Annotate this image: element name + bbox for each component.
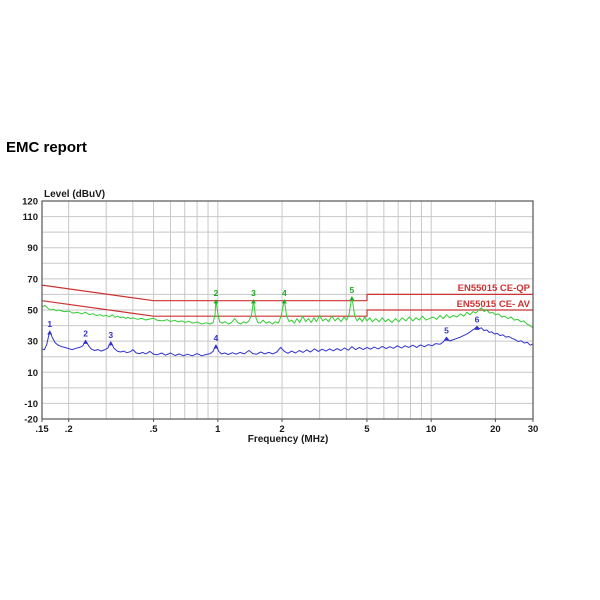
peak-marker-triangle bbox=[349, 296, 355, 301]
peak-marker-number: 4 bbox=[282, 288, 287, 298]
x-axis-title: Frequency (MHz) bbox=[248, 434, 329, 445]
x-tick-label: .15 bbox=[35, 424, 49, 435]
peak-marker-number: 5 bbox=[444, 325, 449, 335]
y-tick-label: 110 bbox=[23, 212, 38, 223]
peak-marker-number: 3 bbox=[251, 288, 256, 298]
limit-label-qp: EN55015 CE-QP bbox=[458, 283, 531, 294]
peak-marker-number: 2 bbox=[83, 328, 88, 338]
trace-en55015-ce--av-limit bbox=[41, 300, 533, 317]
peak-marker-triangle bbox=[474, 325, 480, 330]
x-tick-label: 5 bbox=[364, 424, 370, 435]
y-tick-label: 120 bbox=[22, 197, 38, 208]
x-tick-label: 10 bbox=[426, 424, 437, 435]
y-tick-label: 90 bbox=[27, 243, 38, 254]
report-title: EMC report bbox=[6, 139, 87, 156]
peak-marker-number: 6 bbox=[475, 314, 480, 324]
y-tick-label: 70 bbox=[27, 274, 38, 285]
peak-marker-triangle bbox=[251, 299, 257, 304]
peak-marker-number: 1 bbox=[47, 319, 52, 329]
x-tick-label: 1 bbox=[215, 424, 221, 435]
x-tick-label: 20 bbox=[490, 424, 501, 435]
peak-marker-number: 5 bbox=[350, 285, 355, 295]
x-tick-label: 30 bbox=[528, 424, 539, 435]
peak-marker-triangle bbox=[213, 299, 219, 304]
peak-marker-number: 3 bbox=[108, 330, 113, 340]
peak-marker-triangle bbox=[83, 339, 89, 344]
trace-en55015-ce-qp-limit bbox=[41, 284, 533, 302]
trace-average-measurement bbox=[41, 325, 534, 357]
peak-marker-triangle bbox=[444, 336, 450, 341]
x-tick-label: .5 bbox=[150, 424, 159, 435]
limit-label-av: EN55015 CE- AV bbox=[457, 299, 531, 310]
x-tick-label: .2 bbox=[65, 424, 73, 435]
trace-quasi-peak-measurement bbox=[41, 296, 534, 329]
peak-marker-number: 2 bbox=[214, 288, 219, 298]
peak-marker-triangle bbox=[213, 344, 219, 349]
peak-marker-triangle bbox=[47, 330, 53, 335]
y-axis-title: Level (dBuV) bbox=[44, 189, 105, 200]
chart-generated: 120 110 90 70 50 30 10 -10 -20.15 .2 .5 1 2 5 10 20 30 1 2… bbox=[22, 197, 538, 436]
y-tick-label: 10 bbox=[27, 368, 38, 379]
y-tick-label: 30 bbox=[27, 337, 38, 348]
peak-marker-triangle bbox=[281, 299, 287, 304]
peak-marker-triangle bbox=[108, 341, 114, 346]
y-tick-label: -20 bbox=[24, 415, 38, 426]
plot-border bbox=[41, 200, 534, 420]
peak-marker-number: 4 bbox=[214, 333, 219, 343]
x-tick-label: 2 bbox=[279, 424, 284, 435]
y-tick-label: 50 bbox=[27, 306, 38, 317]
y-tick-label: -10 bbox=[24, 399, 38, 410]
